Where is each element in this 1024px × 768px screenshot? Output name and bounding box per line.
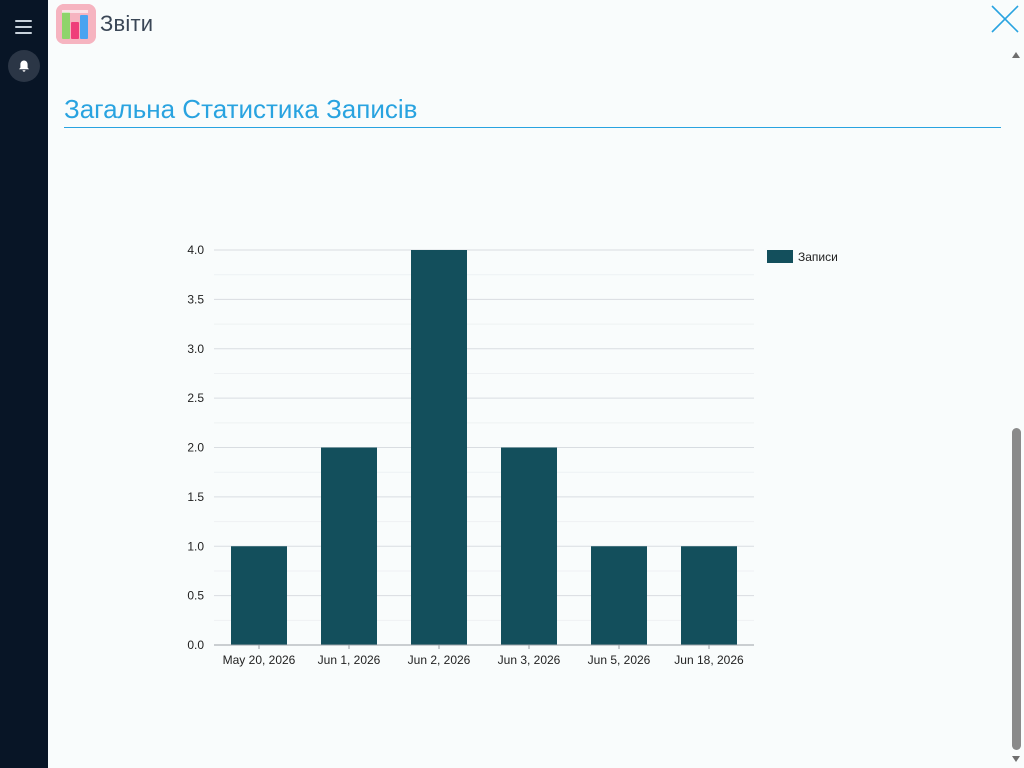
bar — [231, 546, 287, 645]
scroll-down-arrow-icon[interactable] — [1012, 756, 1020, 762]
y-tick-label: 0.5 — [187, 589, 204, 603]
scroll-up-arrow-icon[interactable] — [1012, 52, 1020, 58]
y-tick-label: 3.0 — [187, 342, 204, 356]
scroll-thumb[interactable] — [1012, 428, 1021, 750]
bar — [591, 546, 647, 645]
close-button[interactable] — [990, 4, 1020, 34]
close-icon — [991, 5, 1019, 33]
x-tick-label: May 20, 2026 — [223, 653, 296, 667]
x-tick-label: Jun 5, 2026 — [588, 653, 651, 667]
section-title: Загальна Статистика Записів — [64, 94, 1001, 128]
x-tick-label: Jun 3, 2026 — [498, 653, 561, 667]
vertical-scrollbar[interactable] — [1010, 48, 1024, 768]
bell-icon — [19, 60, 29, 72]
y-tick-label: 4.0 — [187, 243, 204, 257]
x-tick-label: Jun 1, 2026 — [318, 653, 381, 667]
legend-label: Записи — [798, 250, 838, 264]
x-tick-label: Jun 18, 2026 — [674, 653, 744, 667]
records-bar-chart: 0.0 0.5 1.0 1.5 2.0 2.5 3.0 3.5 4.0 May 20, 2026 J… — [187, 243, 838, 667]
sidebar — [0, 0, 48, 768]
app-title: Звіти — [100, 11, 154, 36]
hamburger-menu-icon[interactable] — [15, 20, 32, 34]
bar — [501, 447, 557, 645]
bar-chart-app-icon — [56, 4, 96, 44]
legend-swatch — [767, 250, 793, 263]
y-tick-label: 2.0 — [187, 441, 204, 455]
x-tick-label: Jun 2, 2026 — [408, 653, 471, 667]
notifications-button[interactable] — [8, 50, 40, 82]
y-tick-label: 1.0 — [187, 539, 204, 553]
bar — [681, 546, 737, 645]
y-tick-label: 3.5 — [187, 292, 204, 306]
bar — [321, 447, 377, 645]
bar — [411, 250, 467, 645]
y-tick-label: 1.5 — [187, 490, 204, 504]
y-tick-label: 0.0 — [187, 638, 204, 652]
y-tick-label: 2.5 — [187, 391, 204, 405]
